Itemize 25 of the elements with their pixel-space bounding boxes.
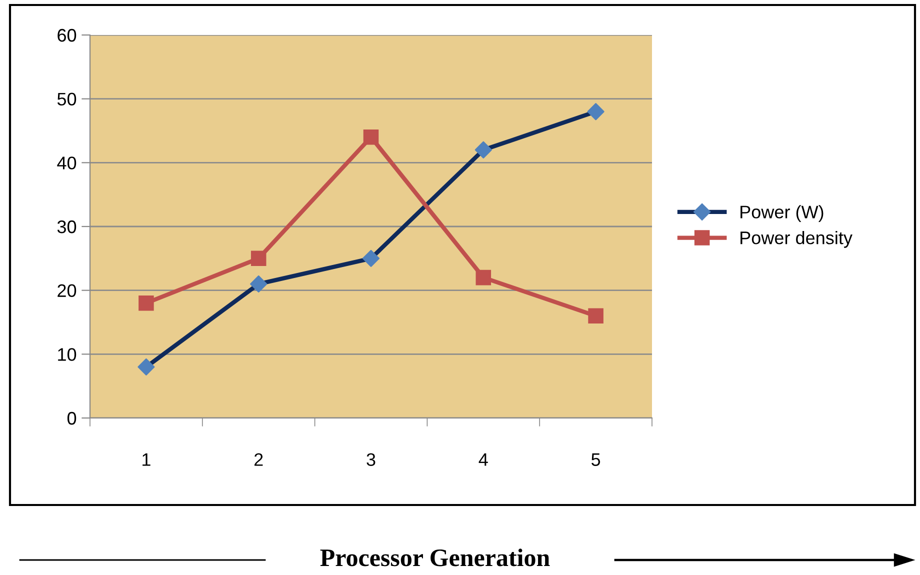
point bbox=[588, 308, 604, 324]
legend-label: Power (W) bbox=[740, 205, 824, 222]
y-tick-label: 10 bbox=[58, 348, 76, 361]
y-tick-label: 30 bbox=[57, 220, 76, 234]
y-tick-label: 40 bbox=[57, 156, 76, 170]
y-tick-label: 50 bbox=[57, 92, 76, 106]
x-tick-label: 1 bbox=[142, 453, 150, 466]
x-axis-title: Processor Generation bbox=[320, 548, 550, 566]
point bbox=[587, 103, 604, 120]
point bbox=[138, 295, 154, 311]
point bbox=[362, 250, 380, 267]
point bbox=[363, 129, 379, 145]
y-tick-label: 60 bbox=[58, 28, 76, 42]
point bbox=[138, 358, 155, 376]
point bbox=[250, 250, 266, 266]
point bbox=[474, 141, 492, 158]
y-tick-label: 0 bbox=[67, 412, 76, 425]
point bbox=[476, 270, 492, 286]
legend-label: Power density bbox=[740, 231, 852, 248]
x-tick-label: 4 bbox=[478, 453, 488, 466]
x-tick-label: 5 bbox=[592, 453, 600, 466]
x-tick-label: 2 bbox=[254, 453, 263, 466]
point bbox=[250, 275, 268, 292]
x-tick-label: 3 bbox=[366, 453, 376, 466]
y-tick-label: 20 bbox=[58, 284, 76, 298]
